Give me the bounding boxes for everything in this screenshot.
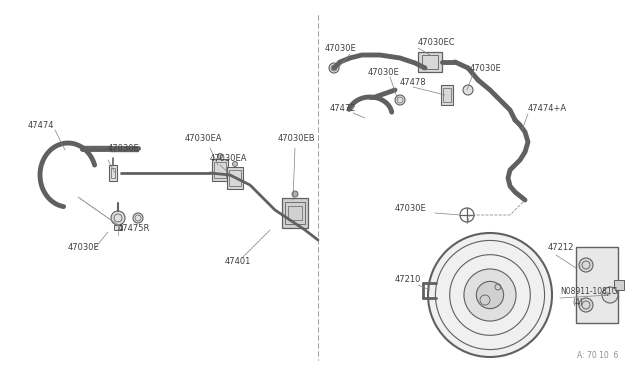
Circle shape xyxy=(395,95,405,105)
Text: 47030EC: 47030EC xyxy=(418,38,456,46)
Circle shape xyxy=(464,269,516,321)
Text: 47401: 47401 xyxy=(225,257,252,266)
Circle shape xyxy=(463,85,473,95)
Bar xyxy=(227,167,243,189)
Bar xyxy=(214,162,226,178)
Bar xyxy=(422,55,438,69)
Text: 47474: 47474 xyxy=(28,121,54,129)
Text: 47475R: 47475R xyxy=(118,224,150,232)
Bar xyxy=(114,225,122,230)
Text: 47030E: 47030E xyxy=(470,64,502,73)
Circle shape xyxy=(579,298,593,312)
Bar xyxy=(418,52,442,72)
Circle shape xyxy=(133,213,143,223)
Circle shape xyxy=(329,63,339,73)
Circle shape xyxy=(232,161,237,167)
Text: N: N xyxy=(604,292,609,298)
Circle shape xyxy=(476,281,504,309)
Circle shape xyxy=(292,191,298,197)
Bar xyxy=(111,168,115,178)
Bar xyxy=(441,85,453,105)
Bar xyxy=(212,159,228,181)
Text: 47030E: 47030E xyxy=(395,203,427,212)
Circle shape xyxy=(579,258,593,272)
Bar xyxy=(288,206,302,220)
Text: 47030E: 47030E xyxy=(368,67,400,77)
Bar xyxy=(282,198,308,228)
Text: 47030E: 47030E xyxy=(108,144,140,153)
Text: (4): (4) xyxy=(572,298,583,307)
Text: 47212: 47212 xyxy=(548,244,574,253)
Bar xyxy=(229,170,241,186)
Text: 47030E: 47030E xyxy=(325,44,356,52)
Text: A: 70 10  6: A: 70 10 6 xyxy=(577,351,618,360)
Text: 47472: 47472 xyxy=(330,103,356,112)
Text: N08911-1081G: N08911-1081G xyxy=(560,288,618,296)
Bar xyxy=(614,280,624,290)
Text: 47030E: 47030E xyxy=(68,244,100,253)
Bar xyxy=(443,88,451,102)
Circle shape xyxy=(428,233,552,357)
Text: 47030EA: 47030EA xyxy=(210,154,248,163)
Polygon shape xyxy=(576,247,618,323)
Text: 47478: 47478 xyxy=(400,77,427,87)
Circle shape xyxy=(218,154,223,158)
Circle shape xyxy=(111,211,125,225)
Bar xyxy=(109,165,117,181)
Bar xyxy=(285,202,305,224)
Text: 47030EA: 47030EA xyxy=(185,134,223,142)
Circle shape xyxy=(602,287,618,303)
Text: 47030EB: 47030EB xyxy=(278,134,316,142)
Text: 47474+A: 47474+A xyxy=(528,103,567,112)
Text: 47210: 47210 xyxy=(395,276,421,285)
